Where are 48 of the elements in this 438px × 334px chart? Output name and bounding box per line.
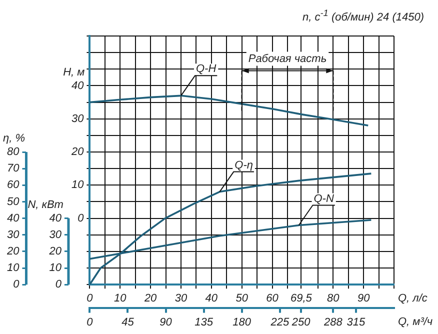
annotation: Рабочая часть <box>248 52 327 65</box>
x-axis-title: Q, л/с <box>398 292 428 305</box>
y2-tick-label: 50 <box>6 196 20 208</box>
x-tick-label: 69,5 <box>290 292 313 304</box>
x-tick-label: 40 <box>205 292 218 304</box>
x-tick-label: 30 <box>174 292 188 304</box>
y3-tick-label: 20 <box>48 246 62 258</box>
x2-tick-label: 45 <box>122 316 135 328</box>
x-tick-label: 0 <box>86 292 94 304</box>
y2-tick-label: 30 <box>6 228 20 241</box>
x-tick-label: 50 <box>236 292 249 304</box>
x2-tick-label: 315 <box>346 316 366 328</box>
series-label: Q-η <box>234 159 253 172</box>
y2-tick-label: 20 <box>6 246 20 258</box>
x-tick-label: 80 <box>327 292 340 304</box>
y2-axis-title: η, % <box>3 132 26 145</box>
y-tick-label: 0 <box>78 212 85 224</box>
x-tick-label: 10 <box>114 292 128 304</box>
y-tick-label: 30 <box>71 112 85 125</box>
y3-tick-label: 40 <box>49 212 62 224</box>
y3-tick-label: 30 <box>49 228 62 241</box>
y-tick-label: 40 <box>71 80 85 92</box>
series-label: Q-H <box>196 63 216 76</box>
x2-tick-label: 180 <box>232 316 252 328</box>
y2-tick-label: 10 <box>6 262 20 274</box>
x2-tick-label: 250 <box>290 316 312 328</box>
y-tick-label: 20 <box>70 146 85 158</box>
y3-tick-label: 0 <box>55 278 62 291</box>
x-tick-label: 90 <box>357 292 371 304</box>
y2-tick-label: 40 <box>6 212 20 224</box>
y2-tick-label: 0 <box>13 278 20 291</box>
y2-tick-label: 70 <box>6 162 20 175</box>
y-axis-title: H, м <box>63 66 86 78</box>
x-tick-label: 20 <box>143 292 158 304</box>
x2-tick-label: 0 <box>86 316 94 328</box>
x2-axis-title: Q, м³/ч <box>398 316 433 328</box>
y2-tick-label: 60 <box>6 179 20 192</box>
x-tick-label: 60 <box>266 292 280 304</box>
x2-tick-label: 288 <box>322 316 344 328</box>
chart-subtitle: n, с$^{-1}$ (об/мин) 24 (1450) <box>302 8 424 24</box>
y-tick-label: 10 <box>71 179 85 192</box>
y3-axis-title: N, кВт <box>28 198 64 211</box>
x2-tick-label: 135 <box>194 316 214 328</box>
x2-tick-label: 90 <box>160 316 173 328</box>
series-label: Q-N <box>314 192 334 205</box>
y3-tick-label: 10 <box>49 262 62 274</box>
y2-tick-label: 80 <box>6 146 20 158</box>
x2-tick-label: 225 <box>270 316 290 328</box>
